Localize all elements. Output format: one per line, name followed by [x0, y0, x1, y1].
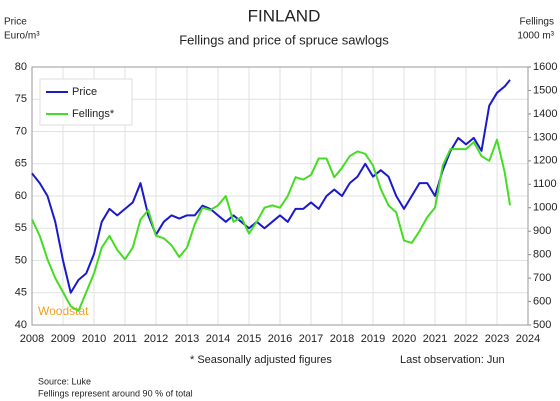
y2-tick-label: 1500 — [533, 84, 557, 96]
x-tick-label: 2017 — [299, 333, 323, 345]
data-line — [31, 79, 511, 294]
y2-tick-label: 600 — [533, 295, 551, 307]
y2-tick-label: 1200 — [533, 155, 557, 167]
x-tick-label: 2016 — [268, 333, 292, 345]
note: Fellings represent around 90 % of total — [38, 388, 193, 398]
data-line — [31, 138, 512, 312]
y-tick-label: 70 — [15, 125, 27, 137]
x-tick-label: 2008 — [20, 333, 44, 345]
x-tick-label: 2020 — [392, 333, 416, 345]
y2-axis-label: Fellings — [520, 17, 554, 28]
x-tick-label: 2013 — [175, 333, 199, 345]
y-axis-label: Price — [4, 17, 27, 28]
chart-title: FINLAND — [248, 6, 321, 25]
x-tick-label: 2022 — [454, 333, 478, 345]
legend-label: Fellings* — [72, 108, 115, 120]
x-tick-label: 2019 — [361, 333, 385, 345]
y-axis-label: Euro/m³ — [4, 31, 40, 42]
x-tick-label: 2010 — [82, 333, 106, 345]
x-tick-label: 2009 — [51, 333, 75, 345]
y-tick-label: 80 — [15, 61, 27, 73]
legend-label: Price — [72, 86, 97, 98]
x-tick-label: 2018 — [330, 333, 354, 345]
y2-tick-label: 1300 — [533, 131, 557, 143]
x-tick-label: 2015 — [237, 333, 261, 345]
x-tick-label: 2012 — [144, 333, 168, 345]
y2-tick-label: 700 — [533, 272, 551, 284]
watermark: Woodstat — [38, 304, 89, 318]
y2-tick-label: 1100 — [533, 178, 557, 190]
x-tick-label: 2011 — [113, 333, 137, 345]
annotation: Last observation: Jun — [400, 354, 505, 366]
y2-tick-label: 1600 — [533, 61, 557, 73]
annotation: * Seasonally adjusted figures — [190, 354, 332, 366]
x-tick-label: 2014 — [206, 333, 230, 345]
y2-tick-label: 500 — [533, 319, 551, 331]
y2-tick-label: 1000 — [533, 202, 557, 214]
y-tick-label: 65 — [15, 158, 27, 170]
y-tick-label: 55 — [15, 222, 27, 234]
y-tick-label: 75 — [15, 93, 27, 105]
y-tick-label: 40 — [15, 319, 27, 331]
plot-frame — [31, 66, 529, 326]
note: Source: Luke — [38, 376, 91, 386]
x-tick-label: 2024 — [516, 333, 540, 345]
y-tick-label: 45 — [15, 287, 27, 299]
y2-axis-label: 1000 m³ — [517, 31, 554, 42]
legend-box — [39, 78, 133, 126]
y-tick-label: 50 — [15, 254, 27, 266]
chart-subtitle: Fellings and price of spruce sawlogs — [179, 32, 389, 47]
x-tick-label: 2021 — [423, 333, 447, 345]
y2-tick-label: 800 — [533, 249, 551, 261]
y-tick-label: 60 — [15, 190, 27, 202]
y2-tick-label: 1400 — [533, 108, 557, 120]
x-tick-label: 2023 — [485, 333, 509, 345]
y2-tick-label: 900 — [533, 225, 551, 237]
